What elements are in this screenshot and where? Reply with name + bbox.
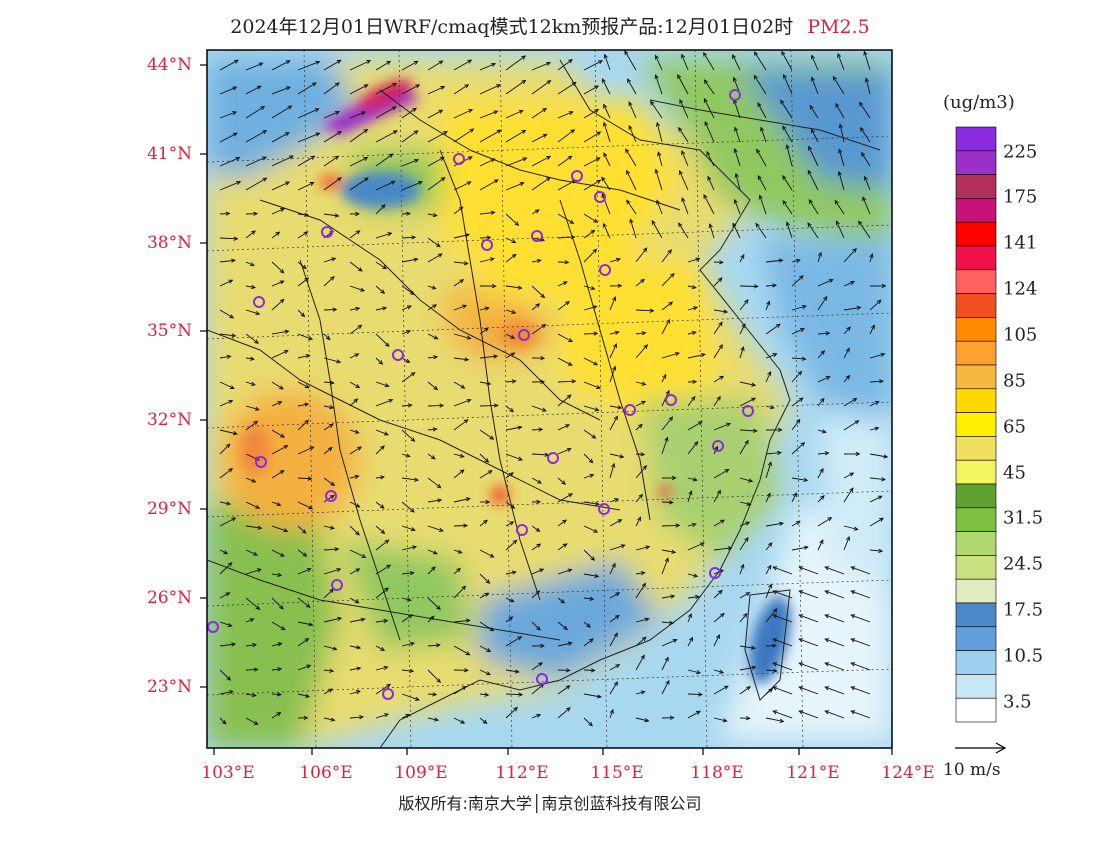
lon-label-112: 112°E (495, 763, 549, 783)
city-marker (382, 688, 394, 700)
lat-label-38: 38°N (146, 233, 192, 253)
city-marker (709, 567, 721, 579)
colorbar-swatch (955, 150, 997, 175)
city-marker (331, 579, 343, 591)
city-marker (207, 621, 219, 633)
colorbar-swatch (955, 245, 997, 271)
city-marker (392, 349, 404, 361)
city-marker (255, 456, 267, 468)
city-marker (712, 440, 724, 452)
lat-label-23: 23°N (146, 677, 192, 697)
colorbar-label: 141 (1003, 232, 1038, 254)
colorbar-swatch (955, 364, 997, 390)
colorbar-swatch (955, 174, 997, 199)
city-marker (536, 673, 548, 685)
colorbar-label: 31.5 (1003, 507, 1044, 529)
city-marker (624, 404, 636, 416)
lat-label-26: 26°N (146, 588, 192, 608)
wind-scale-label: 10 m/s (943, 760, 1001, 780)
colorbar-label: 45 (1003, 462, 1026, 484)
colorbar-swatch (955, 459, 997, 485)
colorbar-swatch (955, 269, 997, 294)
lat-label-44: 44°N (146, 55, 192, 75)
colorbar-swatch (955, 198, 997, 223)
colorbar-swatch (955, 531, 997, 556)
city-marker (599, 264, 611, 276)
colorbar-label: 85 (1003, 370, 1026, 392)
colorbar-label: 124 (1003, 278, 1038, 300)
colorbar-swatch (955, 126, 997, 152)
colorbar-swatch (955, 483, 997, 509)
lon-label-124: 124°E (881, 763, 935, 783)
colorbar-swatch (955, 293, 997, 318)
colorbar-swatch (955, 388, 997, 413)
lat-label-32: 32°N (146, 410, 192, 430)
city-marker (516, 524, 528, 536)
lat-label-35: 35°N (146, 321, 192, 341)
lon-label-106: 106°E (299, 763, 353, 783)
colorbar-swatch (955, 578, 997, 604)
lon-label-109: 109°E (394, 763, 448, 783)
city-marker (453, 153, 465, 165)
colorbar-label: 105 (1003, 324, 1038, 346)
lon-label-118: 118°E (690, 763, 744, 783)
lat-label-29: 29°N (146, 499, 192, 519)
city-marker (598, 503, 610, 515)
city-marker (253, 296, 265, 308)
colorbar-label: 24.5 (1003, 553, 1044, 575)
colorbar-label: 225 (1003, 141, 1038, 163)
lat-label-41: 41°N (146, 144, 192, 164)
wind-scale-arrow (955, 742, 1007, 754)
colorbar-swatch (955, 412, 997, 437)
city-marker (571, 170, 583, 182)
lon-label-121: 121°E (786, 763, 840, 783)
colorbar-swatch (955, 697, 997, 723)
title-pollutant: PM2.5 (807, 16, 870, 38)
colorbar-unit: (ug/m3) (943, 92, 1015, 113)
title-main: 2024年12月01日WRF/cmaq模式12km预报产品:12月01日02时 (230, 16, 794, 38)
colorbar-label: 65 (1003, 416, 1026, 438)
city-marker (321, 226, 333, 238)
colorbar-swatch (955, 221, 997, 247)
colorbar-swatch (955, 626, 997, 651)
city-marker (325, 490, 337, 502)
colorbar-swatch (955, 555, 997, 580)
city-marker (665, 394, 677, 406)
colorbar (955, 126, 997, 723)
copyright-text: 版权所有:南京大学│南京创蓝科技有限公司 (398, 794, 702, 813)
colorbar-swatch (955, 317, 997, 342)
city-marker (518, 329, 530, 341)
colorbar-swatch (955, 602, 997, 628)
map-title: 2024年12月01日WRF/cmaq模式12km预报产品:12月01日02时 P… (0, 12, 1100, 39)
concentration-field (207, 50, 892, 748)
colorbar-label: 10.5 (1003, 645, 1044, 667)
city-marker (729, 89, 741, 101)
city-marker (481, 239, 493, 251)
colorbar-label: 175 (1003, 186, 1038, 208)
city-marker (742, 405, 754, 417)
colorbar-swatch (955, 674, 997, 699)
city-marker (531, 230, 543, 242)
colorbar-label: 3.5 (1003, 691, 1032, 713)
lon-label-115: 115°E (590, 763, 644, 783)
colorbar-swatch (955, 507, 997, 532)
colorbar-swatch (955, 340, 997, 366)
city-marker (594, 191, 606, 203)
colorbar-swatch (955, 436, 997, 461)
lon-label-103: 103°E (201, 763, 255, 783)
city-marker (547, 452, 559, 464)
colorbar-label: 17.5 (1003, 599, 1044, 621)
map-frame (206, 49, 893, 749)
colorbar-swatch (955, 650, 997, 675)
